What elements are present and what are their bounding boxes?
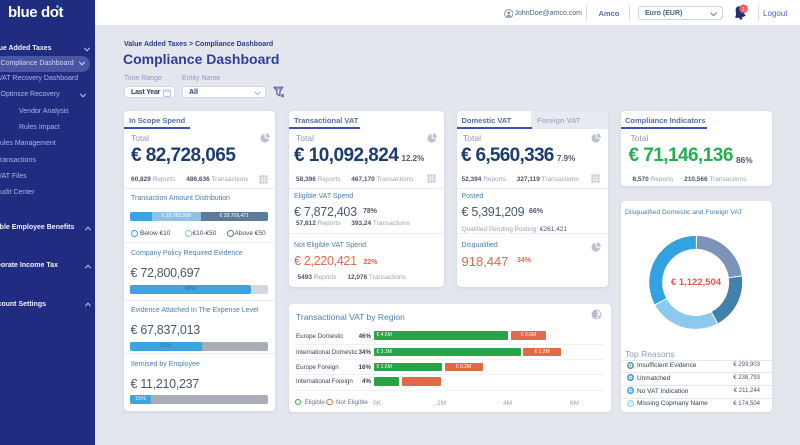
svg-text:1: 1: [742, 7, 745, 13]
